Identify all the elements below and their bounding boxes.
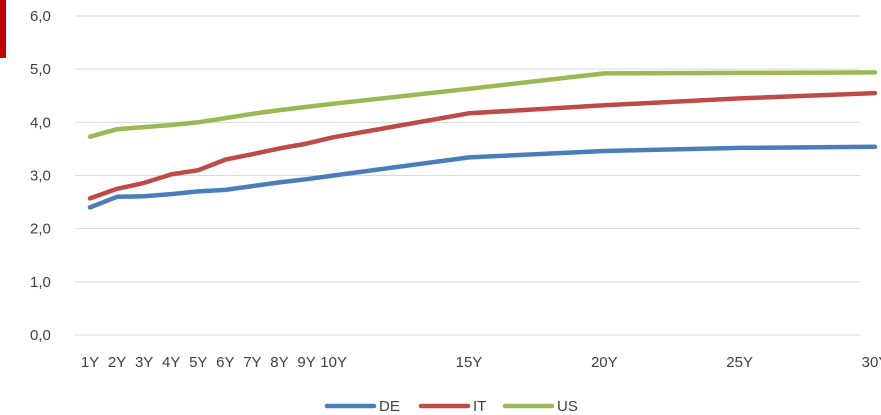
legend: DE IT US bbox=[324, 398, 578, 415]
gridlines bbox=[75, 15, 860, 336]
series-lines bbox=[87, 70, 878, 210]
x-tick-label: 5Y bbox=[189, 354, 207, 371]
legend-label-it: IT bbox=[473, 398, 486, 415]
x-tick-label: 2Y bbox=[108, 354, 126, 371]
series-line-us bbox=[87, 70, 878, 139]
x-tick-label: 4Y bbox=[162, 354, 180, 371]
x-tick-label: 25Y bbox=[726, 354, 753, 371]
y-axis-tick-labels: 0,0 1,0 2,0 3,0 4,0 5,0 6,0 bbox=[30, 8, 51, 344]
y-tick-label: 6,0 bbox=[30, 8, 51, 25]
y-tick-label: 0,0 bbox=[30, 327, 51, 344]
x-tick-label: 10Y bbox=[320, 354, 347, 371]
y-tick-label: 4,0 bbox=[30, 114, 51, 131]
x-tick-label: 6Y bbox=[216, 354, 234, 371]
x-tick-label: 8Y bbox=[270, 354, 288, 371]
series-line-de bbox=[87, 144, 878, 210]
x-tick-label: 9Y bbox=[297, 354, 315, 371]
x-axis-tick-labels: 1Y 2Y 3Y 4Y 5Y 6Y 7Y 8Y 9Y 10Y 15Y 20Y 25Y 30Y bbox=[81, 354, 881, 371]
series-line-it bbox=[87, 90, 878, 201]
x-tick-label: 1Y bbox=[81, 354, 99, 371]
x-tick-label: 20Y bbox=[591, 354, 618, 371]
legend-label-us: US bbox=[557, 398, 578, 415]
y-tick-label: 1,0 bbox=[30, 274, 51, 291]
legend-label-de: DE bbox=[379, 398, 400, 415]
x-tick-label: 30Y bbox=[862, 354, 881, 371]
x-tick-label: 3Y bbox=[135, 354, 153, 371]
y-tick-label: 2,0 bbox=[30, 221, 51, 238]
x-tick-label: 15Y bbox=[456, 354, 483, 371]
red-accent-bar bbox=[0, 0, 6, 58]
x-tick-label: 7Y bbox=[243, 354, 261, 371]
y-tick-label: 3,0 bbox=[30, 168, 51, 185]
y-tick-label: 5,0 bbox=[30, 61, 51, 78]
